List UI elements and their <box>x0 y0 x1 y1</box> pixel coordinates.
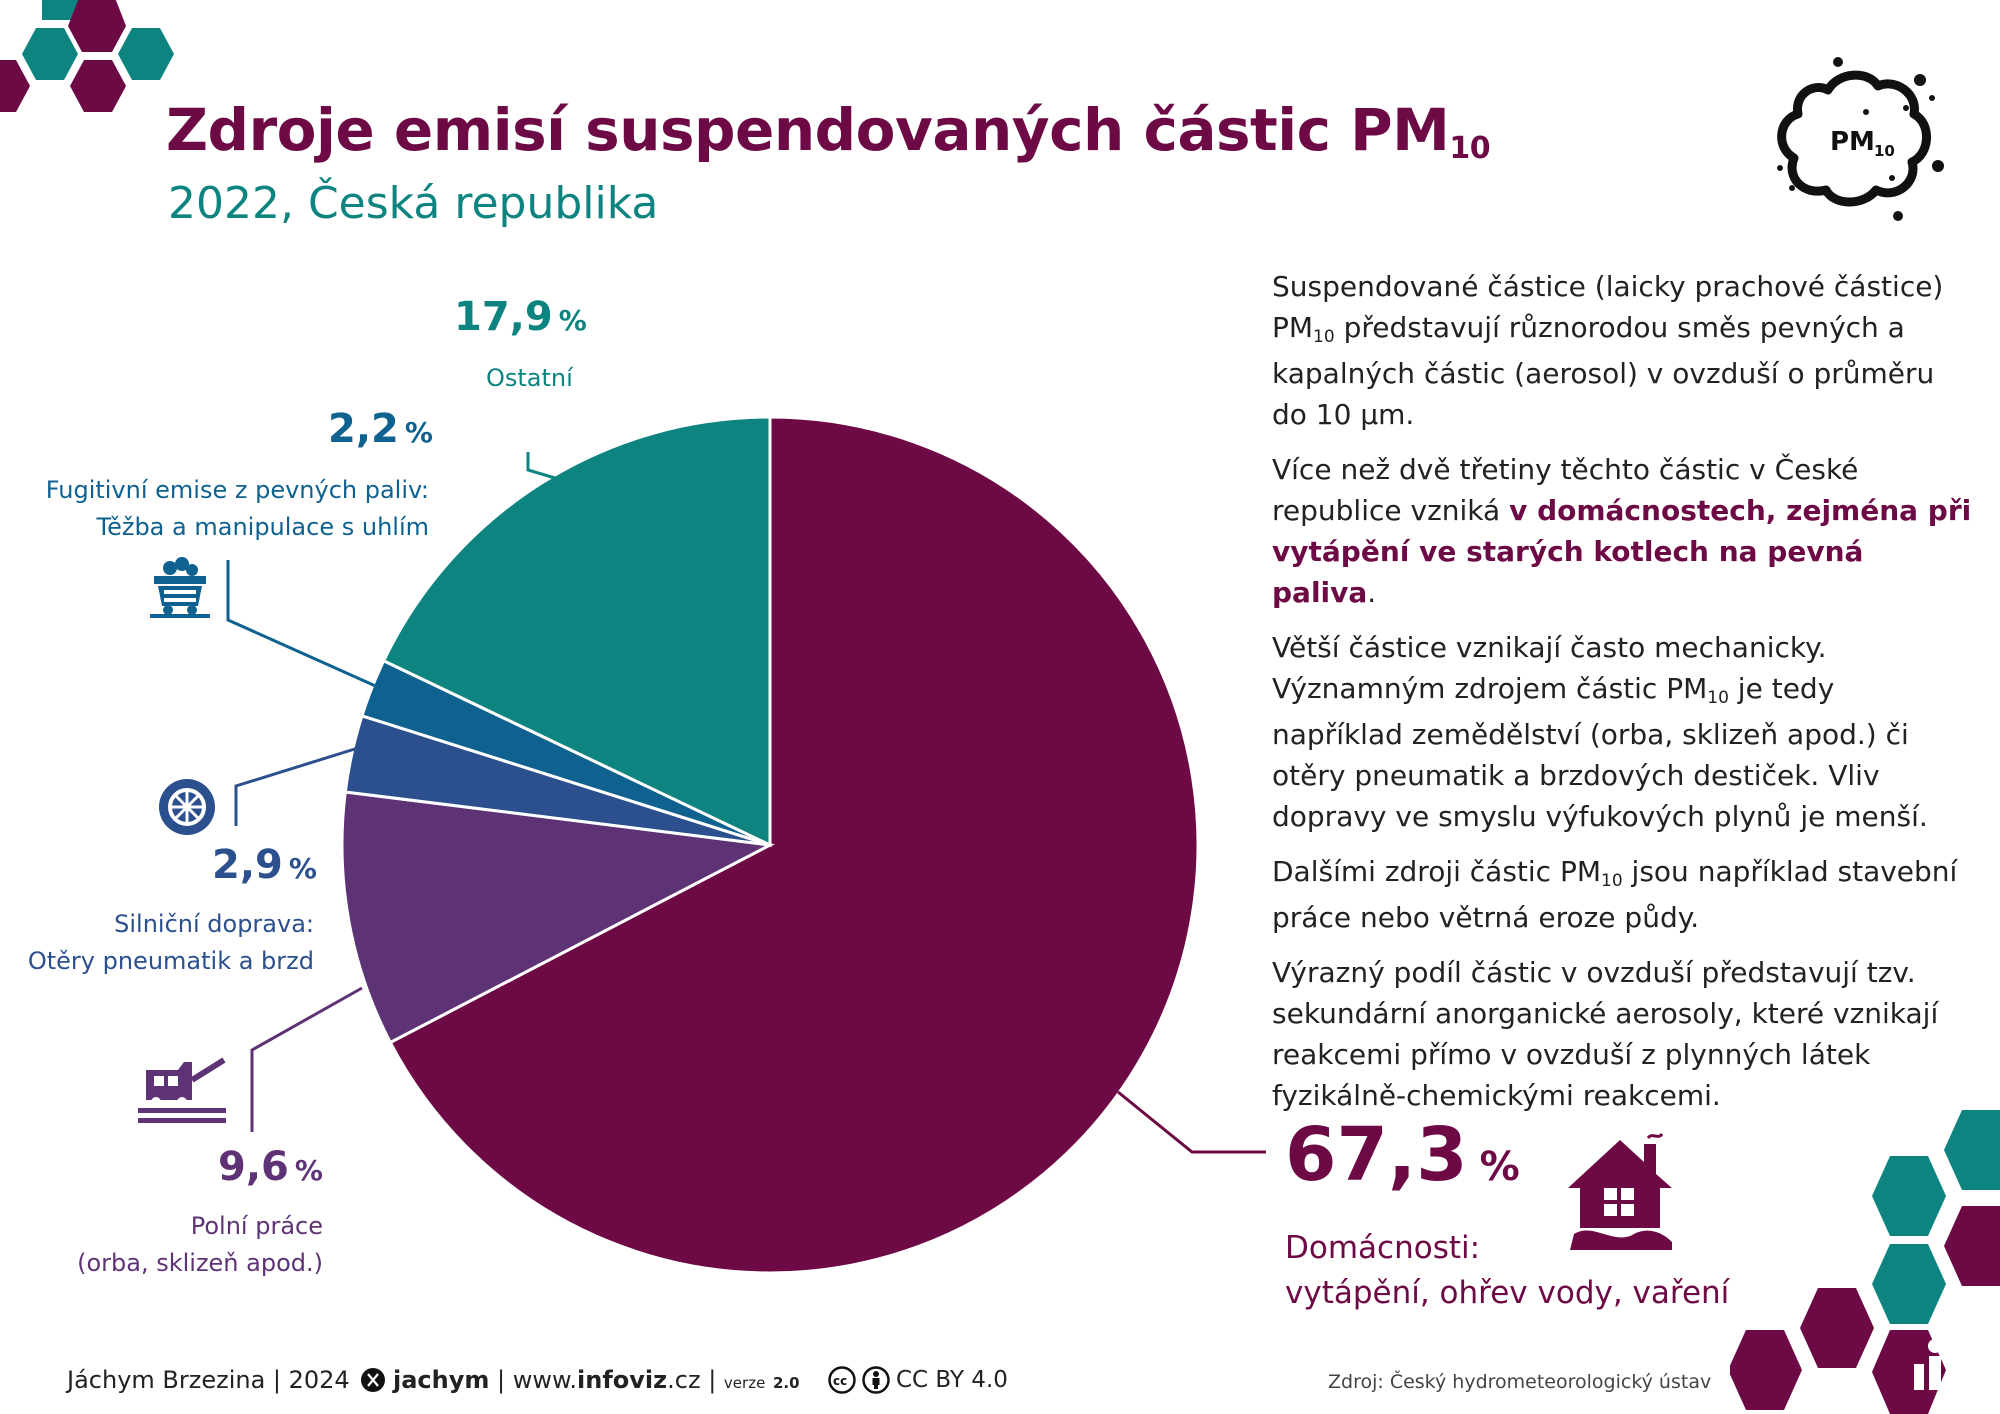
by-icon <box>862 1366 890 1394</box>
fugitivni-label: Fugitivní emise z pevných paliv: Těžba a… <box>45 476 429 541</box>
svg-text:cc: cc <box>833 1374 847 1388</box>
leader-doprava <box>234 746 359 826</box>
description-p2: Více než dvě třetiny těchto částic v Čes… <box>1272 453 1972 609</box>
ostatni-label: Ostatní <box>486 364 573 392</box>
description-p1: Suspendované částice (laicky prachové čá… <box>1272 270 1944 431</box>
footer-x-handle[interactable]: jachym <box>392 1366 490 1394</box>
wheel-icon <box>159 779 215 835</box>
house-icon <box>1568 1132 1672 1250</box>
coal-cart-icon <box>150 557 210 618</box>
description-p4: Dalšími zdroji částic PM10 jsou napříkla… <box>1272 855 1958 934</box>
chart-bars-icon <box>1914 1339 1956 1390</box>
slice-ostatni <box>381 415 772 848</box>
fugitivni-percent: 2,2% <box>328 406 433 452</box>
tractor-icon <box>138 1057 226 1123</box>
cc-icon: cc <box>828 1366 856 1394</box>
source-note: Zdroj: Český hydrometeorologický ústav <box>1328 1371 1712 1393</box>
leader-fugitivni <box>226 560 381 690</box>
leader-polni <box>250 986 363 1132</box>
hexagon-decor-bottom-right <box>1730 1110 2000 1414</box>
domacnosti-label: Domácnosti: vytápění, ohřev vody, vaření <box>1285 1230 1730 1311</box>
ostatni-percent: 17,9% <box>454 294 587 340</box>
polni-percent: 9,6% <box>218 1144 323 1190</box>
footer-credits: Jáchym Brzezina | 2024 jachym | www.info… <box>67 1366 800 1394</box>
x-logo-icon <box>361 1368 386 1392</box>
slice-domacnosti <box>388 415 1200 1275</box>
license-badge: cc CC BY 4.0 <box>828 1366 1008 1394</box>
footer-site-link[interactable]: infoviz <box>577 1366 668 1394</box>
pm10-badge-label: PM <box>1830 127 1875 157</box>
description-p5: Výrazný podíl částic v ovzduší představu… <box>1272 956 1939 1112</box>
domacnosti-percent: 67,3% <box>1285 1112 1520 1198</box>
description-text: Suspendované částice (laicky prachové čá… <box>1272 266 1972 1130</box>
page-title: Zdroje emisí suspendovaných částic PM10 <box>166 96 1491 166</box>
polni-label: Polní práce (orba, sklizeň apod.) <box>77 1212 323 1277</box>
leader-ostatni <box>526 452 556 480</box>
page-subtitle: 2022, Česká republika <box>168 178 659 229</box>
hexagon-decor-top-left <box>0 0 174 112</box>
description-p3: Větší částice vznikají často mechanicky.… <box>1272 631 1928 833</box>
pm10-cloud-icon: PM 10 <box>1777 57 1944 221</box>
doprava-percent: 2,9% <box>212 842 317 888</box>
pm10-badge-sub: 10 <box>1874 142 1895 160</box>
slice-polni-prace <box>340 790 775 1045</box>
doprava-label: Silniční doprava: Otěry pneumatik a brzd <box>27 910 314 975</box>
leader-domacnosti <box>1117 1090 1266 1154</box>
